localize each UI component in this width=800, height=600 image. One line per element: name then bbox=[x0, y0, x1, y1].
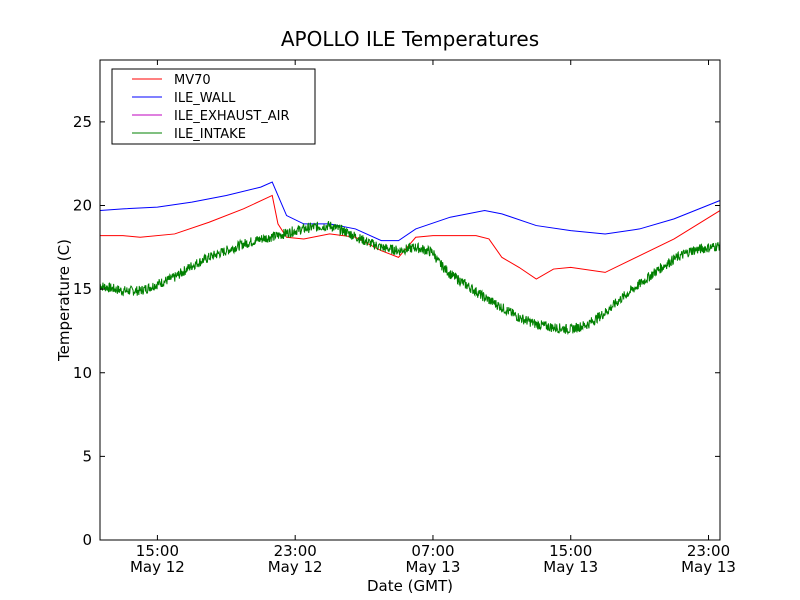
y-axis: 0 5 10 15 20 25 bbox=[73, 113, 720, 549]
x-tick-label-time: 15:00 bbox=[549, 542, 592, 560]
y-axis-label: Temperature (C) bbox=[55, 239, 73, 362]
series-line-ile-wall bbox=[99, 181, 721, 242]
y-tick-label: 15 bbox=[73, 280, 92, 298]
legend: MV70 ILE_WALL ILE_EXHAUST_AIR ILE_INTAKE bbox=[111, 68, 316, 145]
x-tick-label-time: 07:00 bbox=[411, 542, 454, 560]
x-tick-label-date: May 13 bbox=[681, 558, 736, 576]
plot-area bbox=[99, 181, 721, 336]
x-tick-label-date: May 12 bbox=[130, 558, 185, 576]
legend-label-ile-intake: ILE_INTAKE bbox=[174, 127, 246, 142]
x-axis-label: Date (GMT) bbox=[367, 577, 453, 595]
legend-label-ile-wall: ILE_WALL bbox=[174, 91, 236, 106]
y-tick-label: 5 bbox=[82, 447, 92, 465]
plot-frame bbox=[99, 59, 721, 541]
y-tick-label: 10 bbox=[73, 364, 92, 382]
legend-label-ile-exhaust-air: ILE_EXHAUST_AIR bbox=[174, 109, 290, 124]
chart-title: APOLLO ILE Temperatures bbox=[281, 27, 539, 51]
legend-box bbox=[111, 68, 316, 145]
x-tick-label-time: 15:00 bbox=[136, 542, 179, 560]
x-tick-label-date: May 13 bbox=[543, 558, 598, 576]
y-tick-label: 20 bbox=[73, 197, 92, 215]
x-tick-label-time: 23:00 bbox=[274, 542, 317, 560]
x-tick-label-time: 23:00 bbox=[687, 542, 730, 560]
x-tick-label-date: May 12 bbox=[268, 558, 323, 576]
x-tick-label-date: May 13 bbox=[406, 558, 461, 576]
series-line-mv70 bbox=[100, 194, 721, 280]
y-tick-label: 25 bbox=[73, 113, 92, 131]
series-line-ile-intake bbox=[99, 220, 721, 336]
legend-label-mv70: MV70 bbox=[174, 73, 211, 88]
y-tick-label: 0 bbox=[82, 531, 92, 549]
